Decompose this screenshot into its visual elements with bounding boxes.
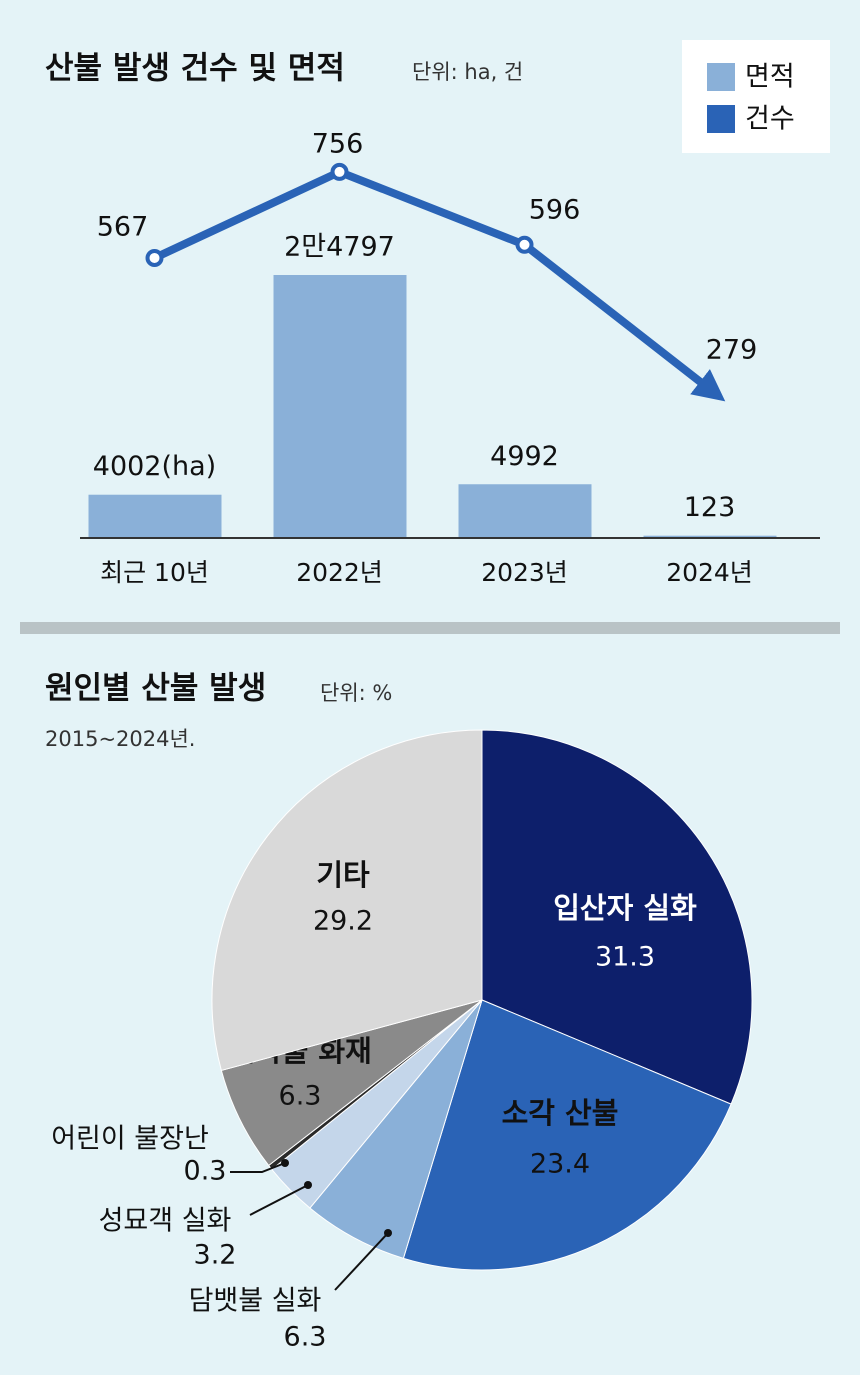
slice-value: 6.3: [279, 1081, 322, 1112]
leader-dot: [281, 1159, 289, 1167]
chart-title: 원인별 산불 발생: [45, 671, 266, 707]
pie-slice: [481, 729, 753, 1105]
x-tick-label: 2022년: [296, 558, 383, 587]
leader-dot: [384, 1229, 392, 1237]
bar: [273, 275, 407, 537]
slice-label: 기타: [316, 858, 370, 892]
value-label: 756: [312, 128, 364, 159]
value-label: 567: [97, 211, 149, 242]
value-label: 4002(ha): [93, 451, 216, 482]
leader-line: [249, 1184, 309, 1216]
legend-label: 건수: [745, 104, 795, 135]
leader-line: [230, 1162, 286, 1173]
leader-dot: [304, 1181, 312, 1189]
point: [515, 235, 534, 254]
pie-slice: [402, 999, 732, 1271]
legend-box: [682, 40, 830, 153]
unit: 단위: ha, 건: [412, 60, 523, 84]
separator: [20, 622, 840, 634]
slice-value: 23.4: [530, 1149, 590, 1180]
x-tick-label: 2023년: [481, 558, 568, 587]
x-tick-label: 최근 10년: [100, 558, 209, 587]
unit: 단위: %: [320, 681, 392, 705]
slice-value: 6.3: [284, 1322, 327, 1353]
chart-title: 산불 발생 건수 및 면적: [45, 51, 345, 87]
bar: [643, 535, 777, 537]
point: [145, 248, 164, 267]
legend-swatch: [707, 105, 735, 133]
slice-value: 0.3: [184, 1156, 227, 1187]
pie-slice: [211, 729, 483, 1072]
subtitle: 2015~2024년.: [45, 727, 195, 751]
value-label: 4992: [490, 441, 559, 472]
point: [330, 162, 349, 181]
slice-label: 소각 산불: [502, 1096, 619, 1130]
legend-swatch: [707, 63, 735, 91]
slice-value: 29.2: [313, 906, 373, 937]
value-label: 279: [706, 335, 758, 366]
value-label: 2만4797: [284, 232, 395, 263]
bar: [458, 484, 592, 537]
slice-label: 입산자 실화: [553, 891, 697, 925]
line: [152, 167, 726, 402]
slice-label: 성묘객 실화: [99, 1206, 232, 1237]
value-label: 596: [529, 194, 581, 225]
slice-value: 31.3: [595, 942, 655, 973]
slice-label: 어린이 불장난: [51, 1124, 209, 1155]
leader-line: [334, 1232, 389, 1291]
slice-value: 3.2: [194, 1240, 237, 1271]
x-tick-label: 2024년: [666, 558, 753, 587]
legend-label: 면적: [745, 62, 795, 93]
slice-label: 담뱃불 실화: [189, 1286, 322, 1317]
value-label: 123: [684, 492, 736, 523]
bar: [88, 494, 222, 537]
